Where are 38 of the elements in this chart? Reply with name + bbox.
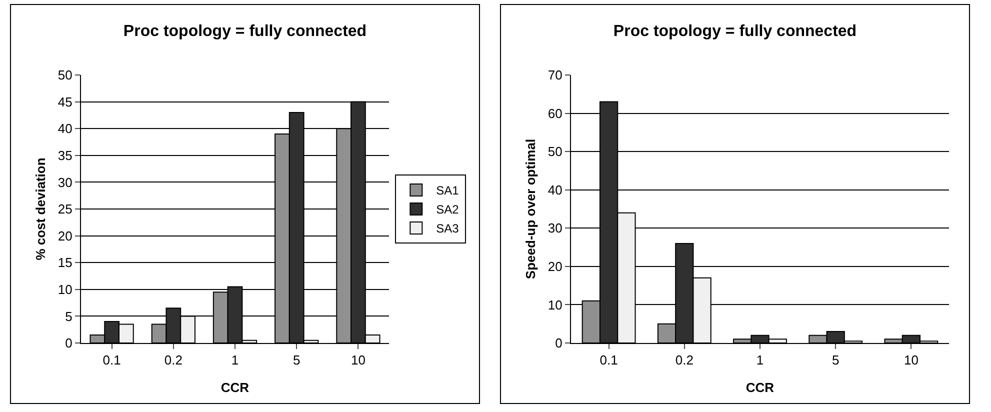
y-tick-label: 40 [58, 121, 72, 136]
x-tick-label: 10 [904, 352, 918, 368]
y-tick-label: 0 [65, 336, 72, 351]
y-tick-label: 0 [555, 336, 562, 351]
y-tick-label: 40 [548, 182, 562, 198]
chart-title: Proc topology = fully connected [123, 23, 367, 40]
y-tick-label: 35 [58, 148, 72, 163]
x-tick-label: 0.2 [675, 352, 694, 368]
y-tick-label: 20 [548, 258, 562, 274]
x-tick-label: 0.1 [600, 352, 618, 368]
y-tick-label: 30 [548, 220, 562, 236]
y-tick-label: 45 [58, 94, 72, 110]
chart-title: Proc topology = fully connected [613, 23, 857, 40]
y-axis-title: Speed-up over optimal [523, 138, 538, 280]
x-axis-title: CCR [746, 380, 775, 395]
y-tick-label: 20 [58, 228, 72, 244]
y-tick-label: 15 [58, 255, 72, 270]
legend-label: SA3 [436, 222, 460, 236]
y-tick-label: 10 [548, 297, 562, 312]
y-tick-label: 70 [548, 68, 562, 83]
x-tick-label: 0.2 [164, 352, 182, 368]
y-tick-label: 5 [65, 308, 72, 324]
y-tick-label: 50 [58, 68, 72, 83]
x-tick-label: 5 [292, 352, 300, 368]
x-tick-label: 5 [832, 352, 840, 368]
y-tick-label: 10 [58, 282, 72, 297]
x-tick-label: 0.1 [102, 352, 121, 368]
x-tick-label: 10 [350, 352, 366, 368]
x-axis-title: CCR [220, 380, 250, 395]
y-tick-label: 60 [548, 106, 562, 121]
legend-label: SA2 [436, 202, 460, 217]
legend-label: SA1 [436, 184, 460, 198]
y-tick-label: 30 [58, 174, 72, 190]
y-axis-title: % cost deviation [33, 158, 48, 260]
y-tick-label: 50 [548, 144, 562, 160]
y-tick-label: 25 [58, 202, 72, 217]
x-tick-label: 1 [231, 352, 239, 368]
x-tick-label: 1 [756, 352, 764, 368]
